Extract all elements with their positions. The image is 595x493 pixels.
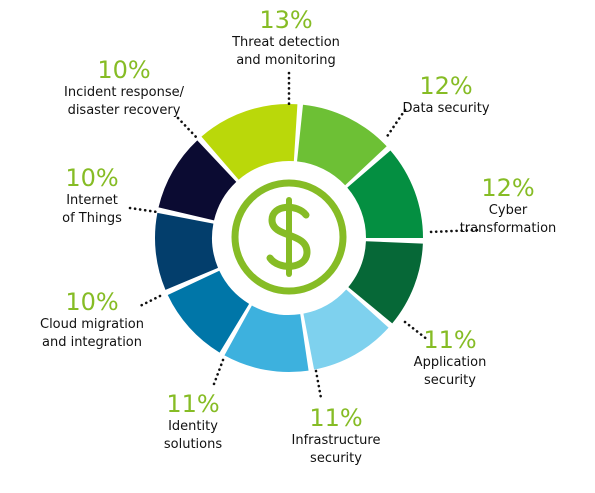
slice-identity-solutions	[224, 305, 309, 372]
slice-application-security	[348, 241, 423, 324]
name-cloud-migration-line2: and integration	[41, 335, 143, 350]
pct-application-security: 11%	[423, 326, 477, 354]
pct-identity-solutions: 11%	[166, 390, 220, 418]
name-threat-detection-line2: and monitoring	[236, 53, 336, 68]
name-cyber-transformation-line1: Cyber	[488, 203, 528, 218]
pct-incident-response: 10%	[97, 56, 151, 84]
label-threat-detection: 13% Threat detection and monitoring	[232, 6, 340, 70]
name-application-security-line1: Application	[413, 355, 487, 370]
slice-cyber-transformation	[347, 150, 423, 238]
label-cloud-migration: 10% Cloud migration and integration	[40, 288, 144, 352]
slice-data-security	[297, 104, 387, 186]
leader-line-incident-response-disaster-recovery	[176, 116, 199, 140]
leader-line-identity-solutions	[212, 358, 225, 386]
leader-line-cloud-migration-and-integration	[138, 294, 162, 308]
pct-cyber-transformation: 12%	[481, 174, 535, 202]
name-identity-solutions-line2: solutions	[163, 437, 223, 452]
name-internet-of-things-line1: Internet	[66, 193, 118, 208]
name-cloud-migration-line1: Cloud migration	[39, 317, 145, 332]
name-internet-of-things-line2: of Things	[62, 211, 122, 226]
slice-cloud-migration-and-integration	[167, 270, 250, 353]
name-incident-response-line1: Incident response/	[64, 85, 184, 100]
label-infrastructure-security: 11% Infrastructure security	[292, 404, 381, 468]
name-identity-solutions-line1: Identity	[168, 419, 218, 434]
slice-infrastructure-security	[303, 289, 389, 370]
pct-internet-of-things: 10%	[65, 164, 119, 192]
name-cyber-transformation-line2: transformation	[459, 221, 557, 236]
name-threat-detection-line1: Threat detection	[232, 35, 340, 50]
leader-line-infrastructure-security	[314, 369, 323, 400]
pct-cloud-migration: 10%	[65, 288, 119, 316]
slice-incident-response-disaster-recovery	[158, 140, 237, 221]
slice-threat-detection-and-monitoring	[201, 104, 298, 180]
name-infrastructure-security-line1: Infrastructure	[291, 433, 381, 448]
leader-line-internet-of-things	[128, 206, 159, 214]
pct-data-security: 12%	[419, 72, 473, 100]
name-infrastructure-security-line2: security	[310, 451, 362, 466]
label-data-security: 12% Data security	[402, 72, 489, 118]
label-identity-solutions: 11% Identity solutions	[164, 390, 222, 454]
label-application-security: 11% Application security	[414, 326, 487, 390]
pct-threat-detection: 13%	[259, 6, 313, 34]
label-cyber-transformation: 12% Cyber transformation	[460, 174, 557, 238]
pct-infrastructure-security: 11%	[309, 404, 363, 432]
leader-line-data-security	[384, 108, 407, 140]
slice-internet-of-things	[155, 212, 219, 290]
name-data-security-line1: Data security	[402, 101, 490, 116]
dollar-icon	[231, 179, 347, 295]
name-incident-response-line2: disaster recovery	[67, 103, 181, 118]
label-incident-response: 10% Incident response/ disaster recovery	[64, 56, 184, 120]
label-internet-of-things: 10% Internet of Things	[62, 164, 122, 228]
name-application-security-line2: security	[424, 373, 476, 388]
leader-line-application-security	[403, 320, 430, 342]
